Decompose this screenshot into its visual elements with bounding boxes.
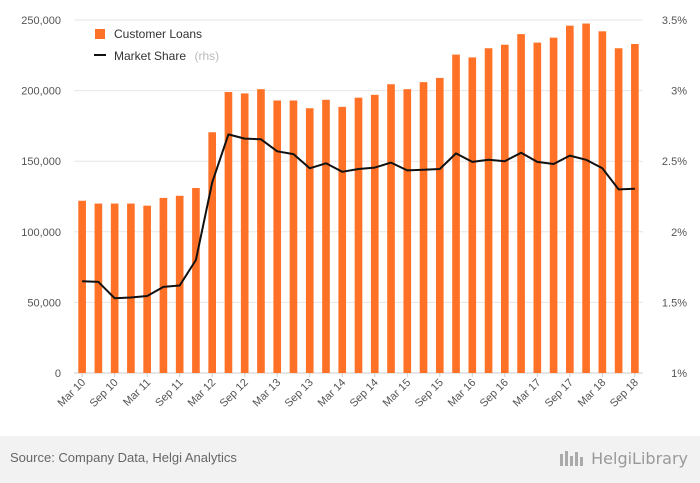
bar: [224, 92, 233, 374]
bar: [192, 188, 200, 373]
y-tick-label-left: 150,000: [21, 156, 61, 168]
bar: [533, 42, 542, 373]
bar: [566, 25, 574, 373]
y-tick-label-right: 3%: [671, 86, 687, 98]
bar: [240, 93, 249, 373]
logo-text: HelgiLibrary: [591, 448, 688, 468]
bar: [289, 100, 298, 373]
x-tick-label: Mar 12: [186, 377, 219, 410]
y-tick-label-right: 2.5%: [662, 156, 687, 168]
bar: [127, 203, 135, 373]
y-tick-label-left: 200,000: [21, 86, 61, 98]
x-tick-label: Sep 11: [153, 377, 186, 410]
x-tick-label: Mar 17: [511, 377, 544, 410]
x-tick-label: Mar 13: [251, 377, 284, 410]
bar: [631, 44, 639, 374]
y-tick-label-right: 2%: [671, 227, 687, 239]
x-axis: Mar 10 Sep 10 Mar 11 Sep 11 Mar 12 Sep 12 Mar …: [56, 373, 641, 410]
bar: [354, 97, 363, 373]
bar: [598, 31, 607, 374]
chart: 0 50,000 100,000 150,000 200,000 250,000 1% 1.…: [21, 15, 687, 410]
legend-label-market-share: Market Share (rhs): [114, 47, 219, 64]
y-tick-label-right: 3.5%: [662, 15, 687, 27]
x-tick-label: Sep 10: [88, 377, 121, 410]
bar: [208, 132, 217, 373]
bar: [273, 100, 282, 373]
bar: [549, 37, 558, 374]
bar: [78, 200, 86, 373]
bar: [387, 84, 395, 373]
x-tick-label: Sep 16: [478, 377, 511, 410]
y-tick-label-left: 0: [55, 368, 61, 380]
y-tick-label-right: 1.5%: [662, 297, 687, 309]
legend-swatch-customer-loans: [95, 29, 105, 39]
bar: [484, 48, 493, 374]
bar: [500, 44, 509, 374]
footer: Source: Company Data, Helgi Analytics He…: [0, 436, 700, 483]
x-tick-label: Mar 16: [446, 377, 479, 410]
y-tick-label-left: 50,000: [27, 297, 61, 309]
bar: [452, 54, 460, 374]
y-axis-left: 0 50,000 100,000 150,000 200,000 250,000: [21, 15, 61, 380]
x-tick-label: Mar 11: [121, 377, 153, 409]
bar: [517, 34, 525, 374]
bar: [419, 82, 428, 374]
legend-label-customer-loans: Customer Loans: [114, 27, 202, 41]
y-tick-label-left: 250,000: [21, 15, 61, 27]
bar: [110, 203, 119, 373]
x-tick-label: Sep 12: [218, 377, 251, 410]
bar: [435, 77, 444, 373]
x-tick-label: Sep 17: [543, 377, 576, 410]
bar: [143, 205, 151, 373]
source-note: Source: Company Data, Helgi Analytics: [10, 450, 237, 465]
bar: [257, 89, 265, 374]
bar: [614, 48, 623, 374]
helgi-library-logo: HelgiLibrary: [559, 448, 688, 468]
y-tick-label-left: 100,000: [21, 227, 61, 239]
bar: [370, 94, 379, 373]
x-tick-label: Mar 15: [381, 377, 414, 410]
bar-series-customer-loans: [78, 23, 639, 374]
bar: [403, 89, 412, 374]
bar: [582, 23, 590, 374]
x-tick-label: Sep 14: [348, 377, 381, 410]
bar: [94, 203, 103, 373]
bar: [305, 108, 314, 373]
x-tick-label: Mar 10: [56, 377, 89, 410]
legend-label-market-share-name: Market Share: [114, 49, 186, 63]
line-series-market-share: [82, 133, 635, 300]
x-tick-label: Mar 14: [316, 377, 349, 410]
x-tick-label: Sep 18: [608, 377, 641, 410]
y-tick-label-right: 1%: [671, 368, 687, 380]
y-axis-right: 1% 1.5% 2% 2.5% 3% 3.5%: [662, 15, 687, 380]
legend: Customer Loans Market Share (rhs): [94, 27, 219, 64]
legend-label-market-share-suffix: (rhs): [194, 49, 219, 63]
x-tick-label: Sep 15: [413, 377, 446, 410]
library-icon: [560, 451, 584, 466]
bar: [468, 57, 477, 373]
bar: [338, 106, 347, 373]
x-tick-label: Mar 18: [576, 377, 609, 410]
x-tick-label: Sep 13: [283, 377, 316, 410]
bar: [322, 99, 330, 373]
bar: [159, 197, 168, 373]
market-share-line: [82, 133, 635, 300]
